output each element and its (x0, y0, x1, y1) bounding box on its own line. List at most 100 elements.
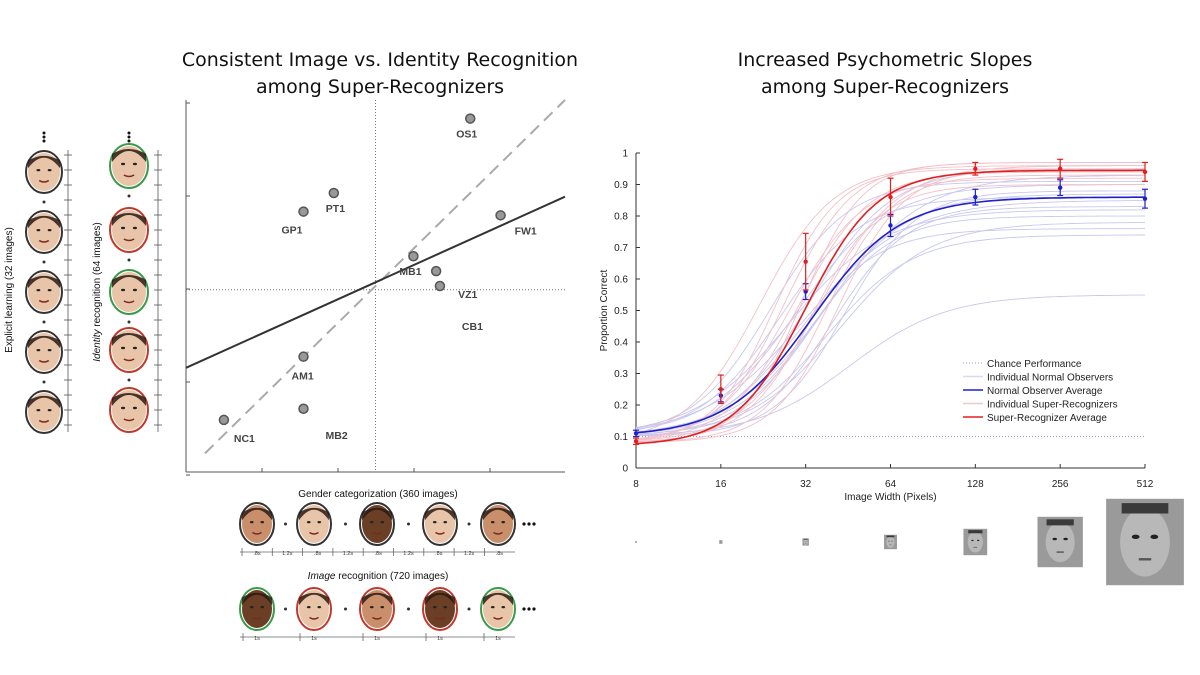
gender-timing-label: .8s (253, 551, 261, 557)
image-ellipsis (522, 607, 536, 611)
face-skin (28, 213, 60, 251)
face-eye-right (132, 406, 137, 410)
face-eye-left (490, 520, 495, 524)
psycho-y-tick-label: 0.5 (614, 306, 628, 317)
image-timing-label: 1s (374, 636, 380, 642)
gender-timing-label: 1.2s (403, 551, 414, 557)
thumbnail-face (886, 536, 895, 548)
face-mouth (493, 616, 503, 620)
normal-observer-average-point (633, 431, 639, 436)
explicit-ellipsis (42, 131, 46, 143)
face-eye-left (121, 288, 126, 292)
separator-dot (284, 522, 287, 526)
face-hair (112, 393, 146, 406)
left-title-line1: Consistent Image vs. Identity Recognitio… (181, 49, 579, 71)
psycho-y-tick-label: 0.7 (614, 243, 628, 254)
scatter-point-label: VZ1 (458, 289, 477, 301)
right-chart-title: Increased Psychometric Slopes among Supe… (690, 47, 1080, 101)
face-eye-left (36, 288, 41, 292)
individual-normal-curve (635, 234, 1145, 435)
separator-dot (407, 522, 410, 526)
image-label-rest: recognition (720 images) (335, 571, 448, 582)
gender-timing-label: 1.2s (464, 551, 475, 557)
face-mouth (309, 616, 319, 620)
face-eye-right (132, 346, 137, 350)
face-eye-left (36, 168, 41, 172)
scatter-point-label: CB1 (462, 321, 483, 333)
psycho-y-tick-label: 0.2 (614, 401, 628, 412)
face-hair (242, 592, 272, 606)
face-skin (362, 505, 392, 543)
normal-observer-average-point (973, 194, 978, 200)
face-eye-right (380, 605, 385, 609)
gender-timing-label: 1.2s (343, 551, 354, 557)
psycho-y-tick-label: 0.1 (614, 432, 628, 443)
identity-label-italic: Identity (92, 329, 103, 362)
face-skin (28, 273, 60, 311)
face-eye-right (443, 520, 448, 524)
image-face (296, 587, 332, 631)
thumbnail-hair (803, 538, 808, 540)
face-mouth (252, 616, 262, 620)
image-face (422, 587, 458, 631)
gender-face (296, 502, 332, 546)
face-eye-left (121, 406, 126, 410)
scatter-point (408, 250, 419, 262)
thumbnail-hair (1046, 519, 1074, 526)
explicit-face (25, 390, 63, 434)
right-title-line2: among Super-Recognizers (760, 76, 1010, 98)
gender-categorization-label: Gender categorization (360 images) (298, 489, 458, 500)
thumbnail-eye (1063, 537, 1068, 541)
face-eye-left (249, 605, 254, 609)
explicit-face (25, 210, 63, 254)
scaled-face-thumbnail (1106, 498, 1184, 586)
face-eye-right (260, 605, 265, 609)
face-mouth (38, 419, 50, 423)
scatter-point (218, 414, 230, 426)
legend-label: Individual Super-Recognizers (987, 400, 1118, 411)
psycho-x-tick-label: 128 (967, 479, 984, 490)
thumbnail-eye (976, 539, 980, 542)
gender-face (480, 502, 516, 546)
face-skin (112, 390, 146, 430)
face-skin (299, 590, 329, 628)
psycho-x-tick-label: 512 (1137, 479, 1154, 490)
image-recognition-label: Image recognition (720 images) (308, 571, 449, 582)
legend-label: Chance Performance (987, 359, 1082, 370)
face-eye-right (47, 348, 52, 352)
ellipsis-dot (532, 522, 536, 526)
face-mouth (435, 531, 445, 535)
individual-normal-curve (635, 294, 1145, 436)
psycho-x-tick-label: 256 (1052, 479, 1069, 490)
super-recognizer-average-point (973, 166, 978, 171)
image-face (359, 587, 395, 631)
scaled-face-thumbnail (719, 540, 723, 544)
psycho-y-tick-label: 0 (622, 464, 628, 475)
gender-timing-label: .8s (496, 551, 504, 557)
face-hair (112, 333, 146, 346)
left-title-line2: among Super-Recognizers (255, 76, 505, 98)
gender-ellipsis (522, 522, 536, 526)
face-hair (242, 507, 272, 521)
gender-timing-label: .8s (435, 551, 443, 557)
face-hair (112, 275, 146, 288)
face-mouth (123, 358, 135, 362)
face-hair (28, 335, 60, 349)
face-hair (28, 275, 60, 289)
super-recognizer-average-point (803, 259, 808, 264)
scaled-face-thumbnail (884, 534, 897, 550)
scaled-face-thumbnail (1037, 516, 1083, 568)
thumbnail-face (1045, 521, 1075, 563)
face-eye-right (47, 408, 52, 412)
scaled-face-thumbnail (802, 538, 809, 546)
face-eye-right (501, 520, 506, 524)
face-hair (362, 592, 392, 606)
face-eye-left (36, 228, 41, 232)
scaled-face-thumbnail (963, 528, 988, 556)
gender-timing-label: .8s (314, 551, 322, 557)
explicit-face (25, 150, 63, 194)
gender-face (422, 502, 458, 546)
left-chart-title: Consistent Image vs. Identity Recognitio… (180, 47, 580, 101)
face-eye-right (443, 605, 448, 609)
face-eye-left (36, 348, 41, 352)
